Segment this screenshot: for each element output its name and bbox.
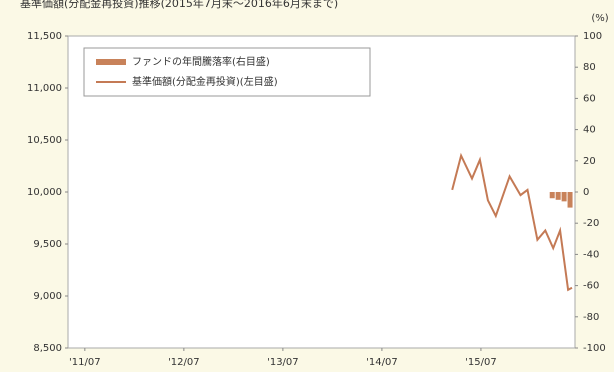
legend-label: 基準価額(分配金再投資)(左目盛) bbox=[132, 75, 278, 88]
y2-tick-label: 80 bbox=[583, 62, 596, 73]
y-tick-label: 9,000 bbox=[33, 291, 62, 302]
y2-tick-label: 0 bbox=[583, 187, 589, 198]
bar bbox=[549, 192, 555, 199]
y2-tick-label: -60 bbox=[583, 281, 599, 292]
x-tick-label: '11/07 bbox=[69, 357, 101, 368]
y-tick-label: 8,500 bbox=[33, 343, 62, 354]
y2-tick-label: -20 bbox=[583, 218, 599, 229]
y2-tick-label: 60 bbox=[583, 93, 596, 104]
y-tick-label: 11,500 bbox=[27, 31, 62, 42]
legend-label: ファンドの年間騰落率(右目盛) bbox=[132, 55, 270, 68]
legend bbox=[83, 47, 371, 97]
y-tick-label: 10,000 bbox=[27, 187, 62, 198]
y2-tick-label: -80 bbox=[583, 312, 599, 323]
bar bbox=[561, 192, 567, 202]
y-tick-label: 11,000 bbox=[27, 83, 62, 94]
y2-axis-label: (%) bbox=[591, 13, 608, 24]
bar bbox=[567, 192, 573, 208]
y2-tick-label: 100 bbox=[583, 31, 602, 42]
line bbox=[451, 152, 573, 292]
y2-tick-label: -40 bbox=[583, 249, 599, 260]
legend-swatch bbox=[96, 59, 126, 65]
x-tick-label: '12/07 bbox=[168, 357, 200, 368]
x-tick-label: '13/07 bbox=[267, 357, 299, 368]
y2-tick-label: -100 bbox=[583, 343, 606, 354]
y-tick-label: 9,500 bbox=[33, 239, 62, 250]
y2-tick-label: 40 bbox=[583, 125, 596, 136]
bar bbox=[555, 192, 561, 200]
chart-title: 基準価額(分配金再投資)推移(2015年7月末～2016年6月末まで) bbox=[20, 0, 338, 10]
y-tick-label: 10,500 bbox=[27, 135, 62, 146]
x-tick-label: '14/07 bbox=[366, 357, 398, 368]
x-tick-label: '15/07 bbox=[465, 357, 497, 368]
y2-tick-label: 20 bbox=[583, 156, 596, 167]
